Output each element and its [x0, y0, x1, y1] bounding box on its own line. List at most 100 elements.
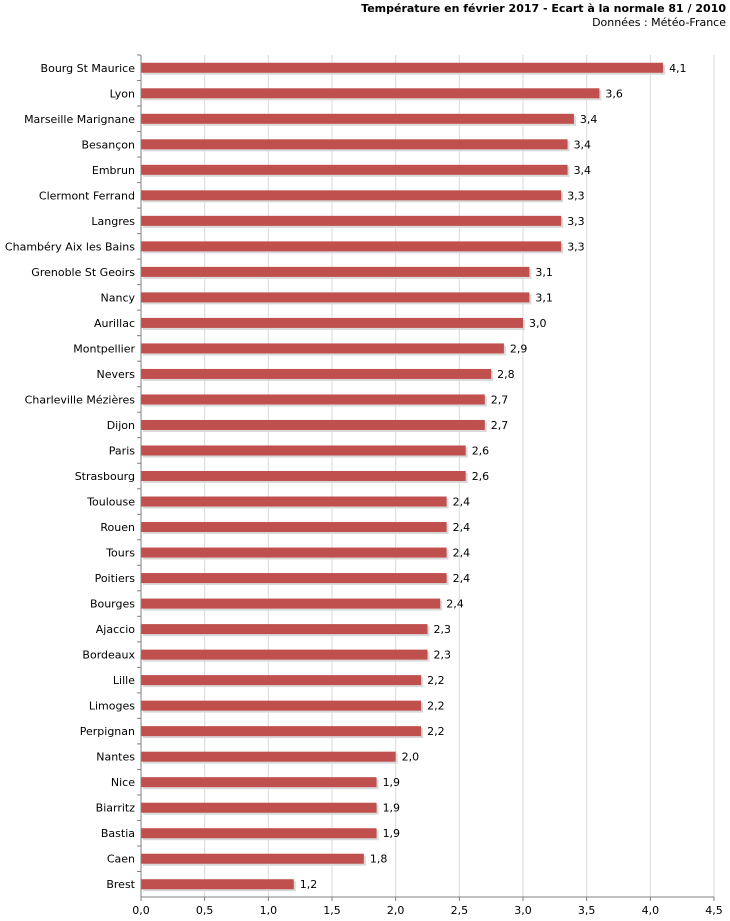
bar — [141, 573, 447, 584]
bar — [141, 190, 562, 201]
value-label: 3,4 — [574, 138, 592, 151]
value-labels: 4,1 3,6 3,4 3,4 3,4 3,3 3,3 3,3 3,1 3,1 3,02,9 2,8 2… — [300, 62, 687, 891]
category-label: Dijon — [107, 419, 135, 432]
bar — [141, 726, 422, 737]
category-label: Embrun — [92, 164, 135, 177]
bar — [141, 471, 466, 481]
bar — [141, 675, 422, 686]
value-label: 2,4 — [453, 572, 471, 585]
value-label: 1,2 — [300, 878, 318, 891]
x-tick-label: 3,5 — [578, 904, 596, 917]
bar — [141, 700, 422, 711]
value-label: 2,2 — [427, 700, 445, 713]
category-label: Montpellier — [73, 342, 135, 355]
value-label: 2,2 — [427, 725, 445, 738]
x-tick-label: 0,5 — [196, 904, 214, 917]
value-label: 2,4 — [446, 598, 464, 611]
bar — [141, 343, 504, 354]
category-label: Biarritz — [96, 802, 136, 815]
value-label: 1,9 — [383, 802, 401, 815]
value-label: 3,1 — [535, 266, 553, 279]
bar — [141, 496, 447, 507]
value-label: 3,4 — [580, 113, 598, 126]
bars — [141, 62, 666, 892]
bar — [141, 624, 428, 635]
category-label: Poitiers — [95, 572, 136, 585]
category-label: Grenoble St Geoirs — [31, 266, 135, 279]
category-label: Bordeaux — [82, 649, 135, 662]
bar — [141, 598, 441, 609]
category-label: Bourges — [90, 598, 135, 611]
value-label: 1,8 — [370, 853, 388, 866]
value-label: 1,9 — [383, 827, 401, 840]
x-tick-label: 0,0 — [132, 904, 150, 917]
value-label: 1,9 — [383, 776, 401, 789]
x-tick-label: 4,0 — [642, 904, 660, 917]
category-label: Bourg St Maurice — [41, 62, 136, 75]
category-label: Perpignan — [80, 725, 135, 738]
value-label: 3,6 — [605, 87, 623, 100]
bar — [141, 547, 447, 558]
category-label: Brest — [106, 878, 135, 891]
bar — [141, 292, 530, 303]
bar — [141, 649, 428, 660]
x-tick-label: 2,0 — [387, 904, 405, 917]
category-label: Bastia — [101, 827, 135, 840]
category-label: Nice — [111, 776, 135, 789]
x-tick-label: 3,0 — [514, 904, 532, 917]
value-label: 2,6 — [472, 444, 490, 457]
category-label: Chambéry Aix les Bains — [5, 240, 135, 253]
bar — [141, 215, 562, 226]
value-label: 2,3 — [434, 623, 452, 636]
value-label: 3,3 — [567, 215, 585, 228]
category-label: Strasbourg — [75, 470, 135, 483]
value-label: 2,8 — [497, 368, 514, 381]
category-label: Aurillac — [94, 317, 135, 330]
bar — [141, 317, 523, 328]
value-label: 3,3 — [567, 189, 585, 202]
bar — [141, 802, 377, 813]
category-label: Langres — [91, 215, 135, 228]
x-tick-label: 1,0 — [260, 904, 278, 917]
category-label: Ajaccio — [96, 623, 135, 636]
bar — [141, 164, 568, 175]
bar — [141, 879, 294, 890]
value-label: 4,1 — [669, 62, 687, 75]
value-label: 3,3 — [567, 240, 585, 253]
value-label: 2,7 — [491, 393, 509, 406]
category-label: Rouen — [100, 521, 135, 534]
bar — [141, 394, 485, 405]
category-label: Clermont Ferrand — [39, 189, 135, 202]
bar — [141, 777, 377, 788]
bar — [141, 266, 530, 277]
category-label: Limoges — [89, 700, 135, 713]
category-label: Lyon — [110, 87, 135, 100]
category-label: Nantes — [96, 751, 135, 764]
category-labels: Bourg St Maurice Lyon Marseille Marignane B… — [5, 62, 136, 891]
value-label: 2,2 — [427, 674, 445, 687]
bar — [141, 88, 600, 99]
value-label: 2,0 — [402, 751, 420, 764]
value-label: 2,7 — [491, 419, 509, 432]
chart-title: Température en février 2017 - Ecart à la… — [361, 2, 726, 15]
axes: 0,0 0,5 1,0 1,5 2,0 2,5 3,0 3,5 4,0 4,5 — [132, 54, 723, 917]
bar — [141, 853, 364, 864]
bar — [141, 62, 664, 73]
category-label: Nevers — [96, 368, 135, 381]
value-label: 2,4 — [453, 496, 471, 509]
category-label: Caen — [107, 853, 135, 866]
value-label: 2,4 — [453, 547, 471, 560]
bar — [141, 419, 485, 430]
bar — [141, 445, 466, 456]
category-label: Besançon — [81, 138, 135, 151]
value-label: 3,1 — [535, 291, 553, 304]
bar — [141, 241, 562, 252]
x-tick-label: 1,5 — [323, 904, 341, 917]
bar — [141, 522, 447, 533]
category-label: Marseille Marignane — [24, 113, 135, 126]
chart-source: Données : Météo-France — [592, 16, 726, 29]
bar — [141, 828, 377, 839]
bar — [141, 368, 492, 379]
value-label: 3,0 — [529, 317, 547, 330]
